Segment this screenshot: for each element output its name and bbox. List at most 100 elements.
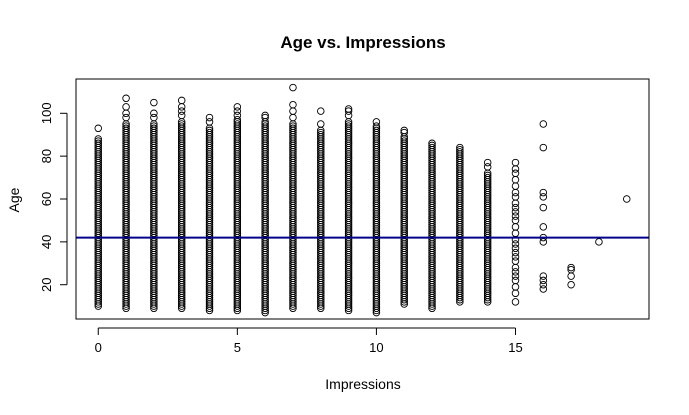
- data-point: [567, 280, 575, 289]
- data-point: [150, 109, 158, 118]
- data-point: [233, 111, 242, 120]
- data-point: [511, 272, 520, 280]
- x-tick-label: 0: [95, 340, 102, 355]
- data-point: [317, 128, 325, 137]
- data-point: [344, 122, 353, 130]
- data-point: [122, 94, 130, 103]
- data-point: [289, 124, 297, 133]
- data-point: [511, 298, 520, 306]
- data-point: [94, 137, 102, 145]
- data-point: [428, 139, 436, 148]
- data-point: [511, 188, 520, 197]
- data-point: [122, 113, 130, 122]
- y-axis-label: Age: [6, 187, 22, 212]
- data-point: [511, 175, 520, 184]
- y-tick-label: 60: [39, 192, 54, 206]
- data-point: [483, 173, 492, 182]
- data-point: [539, 143, 548, 152]
- data-point: [539, 120, 548, 128]
- data-point: [511, 257, 520, 265]
- data-point: [94, 124, 102, 133]
- data-point: [94, 135, 102, 143]
- data-point: [150, 113, 158, 122]
- data-point: [456, 143, 464, 152]
- data-point: [595, 238, 603, 246]
- data-point: [567, 263, 575, 272]
- data-point: [400, 137, 408, 145]
- data-point: [205, 113, 214, 122]
- data-point: [483, 171, 492, 180]
- data-point: [539, 276, 548, 285]
- y-tick-label: 80: [39, 149, 54, 163]
- data-point: [261, 113, 269, 122]
- data-point: [511, 216, 520, 225]
- data-point: [372, 118, 381, 126]
- data-point: [372, 126, 381, 135]
- data-point: [205, 128, 214, 137]
- y-tick-label: 20: [39, 277, 54, 291]
- data-point: [511, 193, 520, 201]
- x-tick-label: 10: [369, 340, 383, 355]
- data-point: [567, 265, 575, 274]
- data-point: [511, 289, 520, 298]
- x-axis-label: Impressions: [325, 376, 400, 392]
- data-point: [511, 253, 520, 261]
- y-axis: 20 40 60 80 100: [39, 102, 68, 292]
- x-axis: 0 5 10 15: [95, 327, 523, 355]
- data-point: [539, 280, 548, 289]
- data-point: [539, 193, 548, 201]
- data-point: [511, 229, 520, 238]
- data-point: [623, 195, 631, 203]
- data-point: [122, 124, 130, 133]
- data-point: [511, 223, 520, 231]
- data-point: [428, 141, 436, 150]
- data-point: [150, 98, 158, 107]
- data-point: [344, 120, 353, 128]
- data-point: [261, 111, 269, 120]
- data-point: [539, 203, 548, 212]
- data-point: [511, 263, 520, 272]
- data-point: [539, 272, 548, 280]
- data-point: [289, 113, 297, 122]
- data-points: [94, 83, 631, 317]
- data-point: [289, 107, 297, 115]
- data-point: [233, 107, 242, 115]
- data-point: [511, 276, 520, 285]
- data-point: [511, 208, 520, 216]
- data-point: [428, 143, 436, 152]
- data-point: [400, 128, 408, 137]
- x-tick-label: 15: [508, 340, 522, 355]
- data-point: [511, 212, 520, 220]
- data-point: [539, 285, 548, 293]
- data-point: [511, 199, 520, 208]
- data-point: [511, 240, 520, 248]
- data-point: [511, 268, 520, 276]
- data-point: [511, 244, 520, 253]
- data-point: [205, 126, 214, 135]
- data-point: [261, 122, 269, 130]
- data-point: [511, 203, 520, 212]
- data-point: [372, 122, 381, 130]
- data-point: [344, 107, 353, 115]
- data-point: [511, 158, 520, 167]
- data-point: [511, 165, 520, 173]
- data-point: [539, 188, 548, 197]
- data-point: [400, 126, 408, 135]
- data-point: [122, 103, 130, 111]
- y-tick-label: 100: [39, 102, 54, 124]
- data-point: [483, 163, 492, 171]
- chart-title: Age vs. Impressions: [280, 33, 445, 52]
- data-point: [289, 100, 297, 109]
- data-point: [205, 118, 214, 126]
- data-point: [177, 103, 186, 111]
- data-point: [177, 122, 186, 130]
- plot-area-frame: [75, 78, 650, 320]
- data-point: [289, 83, 297, 92]
- data-point: [456, 145, 464, 154]
- data-point: [317, 120, 325, 128]
- data-point: [150, 124, 158, 133]
- data-point: [122, 122, 130, 130]
- data-point: [122, 109, 130, 118]
- data-point: [233, 115, 242, 124]
